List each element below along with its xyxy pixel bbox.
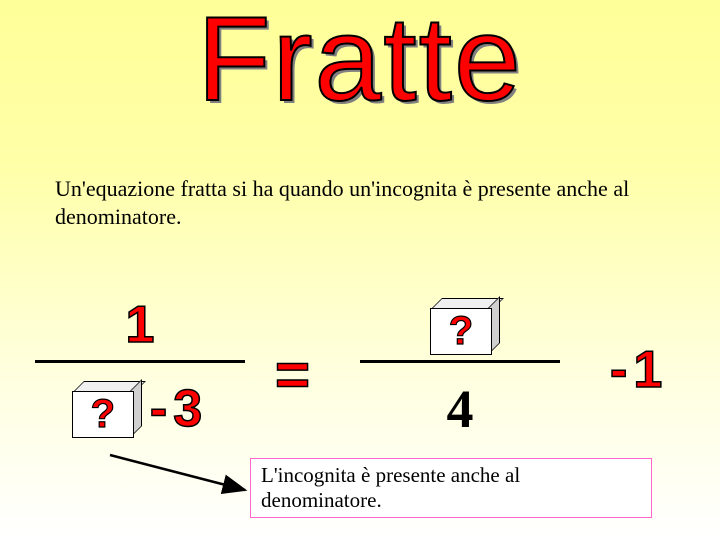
minus-one: -1	[610, 340, 668, 400]
left-fraction: 1 ? -3	[30, 290, 250, 446]
right-numerator: ?	[430, 290, 490, 360]
fraction-bar-left	[35, 360, 245, 363]
slide: { "title": "Fratte", "body": "Un'equazio…	[0, 0, 720, 540]
callout-text: L'incognita è presente anche al denomina…	[261, 463, 520, 512]
denominator-minus-three: -3	[150, 379, 208, 439]
callout-box: L'incognita è presente anche al denomina…	[250, 458, 652, 518]
question-mark-icon: ?	[449, 309, 473, 354]
definition-text: Un'equazione fratta si ha quando un'inco…	[55, 175, 665, 230]
numerator-one: 1	[126, 295, 155, 355]
fraction-bar-right	[360, 360, 560, 363]
equals-sign: =	[275, 340, 310, 409]
pointer-arrow-icon	[100, 450, 260, 510]
slide-title: Fratte	[0, 0, 720, 128]
right-denominator: 4	[447, 371, 474, 446]
question-mark-icon: ?	[91, 392, 115, 437]
left-denominator: ? -3	[72, 371, 208, 446]
right-fraction: ? 4	[350, 290, 570, 446]
denominator-four: 4	[447, 378, 474, 440]
equation: 1 ? -3 = ? 4	[30, 290, 690, 470]
unknown-box-numerator: ?	[430, 298, 490, 353]
unknown-box-denominator: ?	[72, 381, 132, 436]
left-numerator: 1	[126, 290, 155, 360]
